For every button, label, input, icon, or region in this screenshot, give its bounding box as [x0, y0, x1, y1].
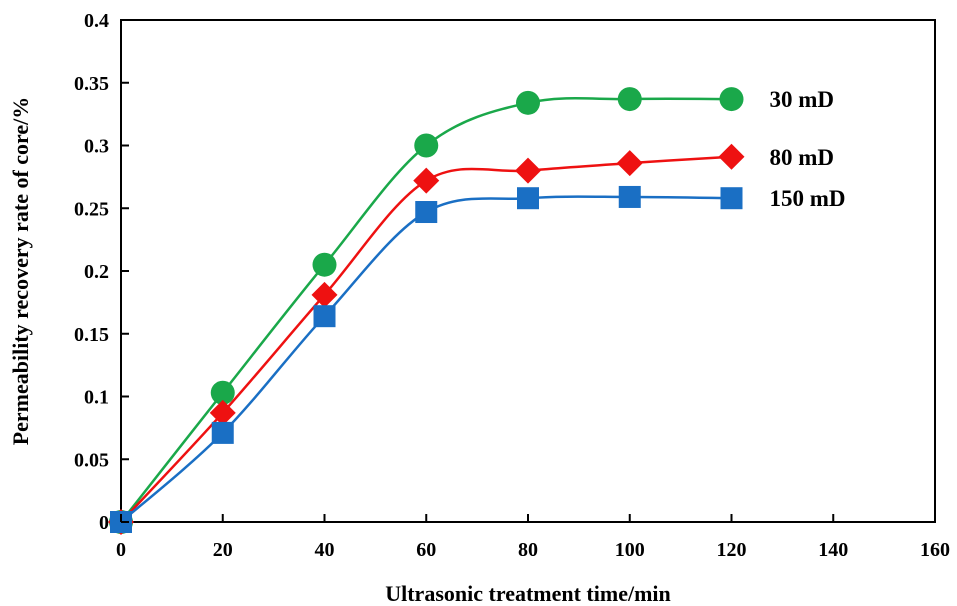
data-point	[210, 380, 235, 405]
y-tick-label: 0.1	[84, 387, 109, 409]
data-point	[718, 143, 745, 170]
data-point	[720, 187, 743, 210]
data-point	[616, 150, 643, 177]
y-tick-label: 0.15	[74, 324, 109, 346]
series-layer	[108, 87, 745, 535]
data-point	[209, 399, 236, 426]
series-label-layer: 30 mD 80 mD 150 mD	[770, 87, 846, 211]
y-tick-label: 0.3	[84, 136, 109, 158]
x-tick-label: 0	[116, 539, 126, 561]
x-tick-label: 60	[416, 539, 436, 561]
series-line	[120, 195, 732, 523]
data-point	[517, 187, 539, 210]
data-point	[313, 305, 336, 328]
x-tick-label: 20	[213, 539, 233, 561]
x-tick-label: 40	[315, 539, 335, 561]
y-axis-label: Permeability recovery rate of core/%	[8, 97, 33, 446]
y-tick-label: 0.4	[84, 10, 109, 32]
y-tick-label: 0.35	[74, 73, 109, 95]
data-point	[211, 421, 234, 444]
data-point	[311, 281, 338, 308]
series-label: 30 mD	[770, 87, 835, 112]
y-tick-label: 0	[99, 512, 109, 534]
x-tick-label: 140	[818, 539, 848, 561]
series-label: 150 mD	[770, 186, 846, 211]
x-tick-label: 120	[717, 539, 747, 561]
x-tick-label: 100	[615, 539, 645, 561]
axis-layer: 0 20 40 60 80 100 120 140 160 0 0.05 0.1 0.15 0.2 0.25…	[74, 10, 950, 561]
data-point	[413, 167, 440, 194]
data-point	[515, 157, 541, 184]
data-point	[617, 87, 642, 112]
y-tick-label: 0.05	[74, 449, 109, 471]
x-tick-label: 80	[518, 539, 538, 561]
data-point	[312, 252, 337, 277]
data-point	[719, 87, 744, 112]
y-tick-label: 0.25	[74, 198, 109, 220]
data-point	[618, 185, 641, 208]
series-label: 80 mD	[770, 145, 835, 170]
x-tick-label: 160	[920, 539, 950, 561]
data-point	[414, 133, 439, 158]
data-point	[415, 201, 438, 224]
data-point	[516, 90, 540, 115]
y-tick-label: 0.2	[84, 261, 109, 283]
x-axis-label: Ultrasonic treatment time/min	[385, 581, 671, 606]
